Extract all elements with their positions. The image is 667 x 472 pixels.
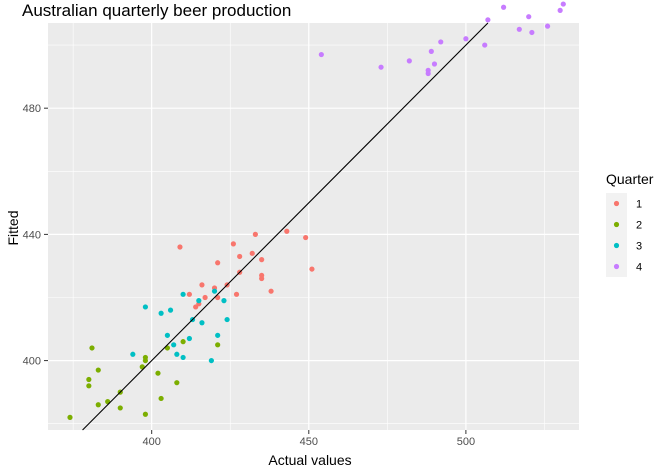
- point-quarter-4: [544, 23, 551, 29]
- point-quarter-3: [180, 291, 186, 297]
- point-quarter-4: [557, 7, 563, 13]
- point-quarter-1: [268, 288, 274, 294]
- point-quarter-1: [259, 275, 265, 282]
- point-quarter-1: [303, 234, 309, 241]
- legend-swatch-quarter-3: [613, 242, 620, 249]
- point-quarter-4: [560, 1, 566, 7]
- legend-label: 1: [636, 199, 642, 211]
- point-quarter-2: [142, 411, 149, 417]
- reference-line-y-equals-x: [82, 22, 489, 431]
- point-quarter-4: [529, 29, 535, 36]
- point-quarter-1: [309, 266, 315, 272]
- legend-title: Quarter: [606, 171, 654, 187]
- x-axis-title: Actual values: [268, 452, 351, 468]
- point-quarter-1: [199, 282, 205, 288]
- x-axis-ticks: 400 450 500: [143, 430, 475, 448]
- point-quarter-4: [425, 70, 431, 77]
- point-quarter-1: [177, 244, 183, 250]
- point-quarter-1: [233, 291, 240, 297]
- point-quarter-3: [158, 310, 164, 316]
- point-quarter-4: [516, 26, 522, 32]
- point-quarter-2: [89, 345, 95, 351]
- major-gridlines: [48, 23, 579, 430]
- point-quarter-4: [438, 39, 444, 45]
- point-quarter-1: [230, 241, 236, 247]
- legend-label: 3: [636, 241, 642, 253]
- point-quarter-4: [406, 58, 412, 64]
- point-quarter-1: [237, 253, 243, 260]
- point-quarter-2: [180, 339, 186, 345]
- point-quarter-3: [196, 298, 202, 304]
- y-tick-label: 400: [23, 356, 41, 368]
- legend-swatch-quarter-1: [613, 200, 620, 207]
- point-quarter-1: [215, 260, 221, 266]
- data-points: [67, 1, 566, 420]
- point-quarter-1: [252, 231, 258, 237]
- legend-swatch-quarter-2: [613, 221, 620, 228]
- point-quarter-3: [199, 320, 205, 326]
- legend-swatch-quarter-4: [613, 263, 620, 270]
- point-quarter-3: [211, 288, 218, 294]
- point-quarter-4: [463, 36, 469, 42]
- point-quarter-4: [378, 64, 384, 70]
- y-axis-ticks: 400 440 480: [23, 103, 48, 368]
- minor-gridlines: [48, 23, 579, 430]
- point-quarter-2: [158, 395, 164, 402]
- point-quarter-4: [526, 14, 532, 20]
- point-quarter-4: [500, 4, 507, 10]
- point-quarter-2: [117, 405, 123, 411]
- point-quarter-2: [86, 383, 92, 389]
- point-quarter-4: [431, 61, 438, 67]
- x-tick-label: 450: [300, 436, 318, 448]
- point-quarter-3: [142, 304, 149, 310]
- point-quarter-1: [193, 304, 199, 310]
- point-quarter-2: [95, 367, 101, 373]
- point-quarter-4: [482, 42, 488, 48]
- point-quarter-3: [215, 332, 221, 338]
- point-quarter-3: [164, 332, 170, 338]
- point-quarter-2: [142, 354, 149, 361]
- legend: Quarter 1 2 3 4: [606, 171, 654, 277]
- point-quarter-3: [174, 351, 180, 357]
- point-quarter-3: [130, 351, 136, 357]
- point-quarter-1: [202, 294, 208, 301]
- y-axis-title: Fitted: [5, 210, 21, 245]
- point-quarter-1: [284, 228, 290, 234]
- point-quarter-4: [318, 51, 324, 58]
- point-quarter-3: [224, 316, 230, 323]
- point-quarter-3: [171, 342, 177, 348]
- point-quarter-3: [167, 307, 174, 313]
- legend-label: 2: [636, 220, 642, 232]
- plot-panel: [48, 23, 579, 430]
- point-quarter-2: [215, 342, 221, 348]
- point-quarter-1: [186, 291, 192, 297]
- point-quarter-4: [485, 17, 491, 23]
- point-quarter-2: [95, 402, 101, 408]
- point-quarter-3: [180, 354, 186, 361]
- point-quarter-4: [428, 48, 434, 54]
- point-quarter-2: [67, 414, 73, 420]
- point-quarter-1: [249, 250, 255, 256]
- point-quarter-3: [186, 335, 192, 342]
- point-quarter-2: [86, 376, 92, 383]
- point-quarter-3: [221, 298, 227, 304]
- x-tick-label: 500: [457, 436, 475, 448]
- point-quarter-2: [155, 370, 161, 376]
- legend-label: 4: [636, 262, 642, 274]
- chart-title: Australian quarterly beer production: [22, 1, 291, 20]
- y-tick-label: 480: [23, 103, 41, 115]
- point-quarter-2: [174, 380, 180, 386]
- y-tick-label: 440: [23, 229, 41, 241]
- x-tick-label: 400: [143, 436, 161, 448]
- point-quarter-3: [208, 357, 214, 364]
- point-quarter-1: [259, 257, 265, 263]
